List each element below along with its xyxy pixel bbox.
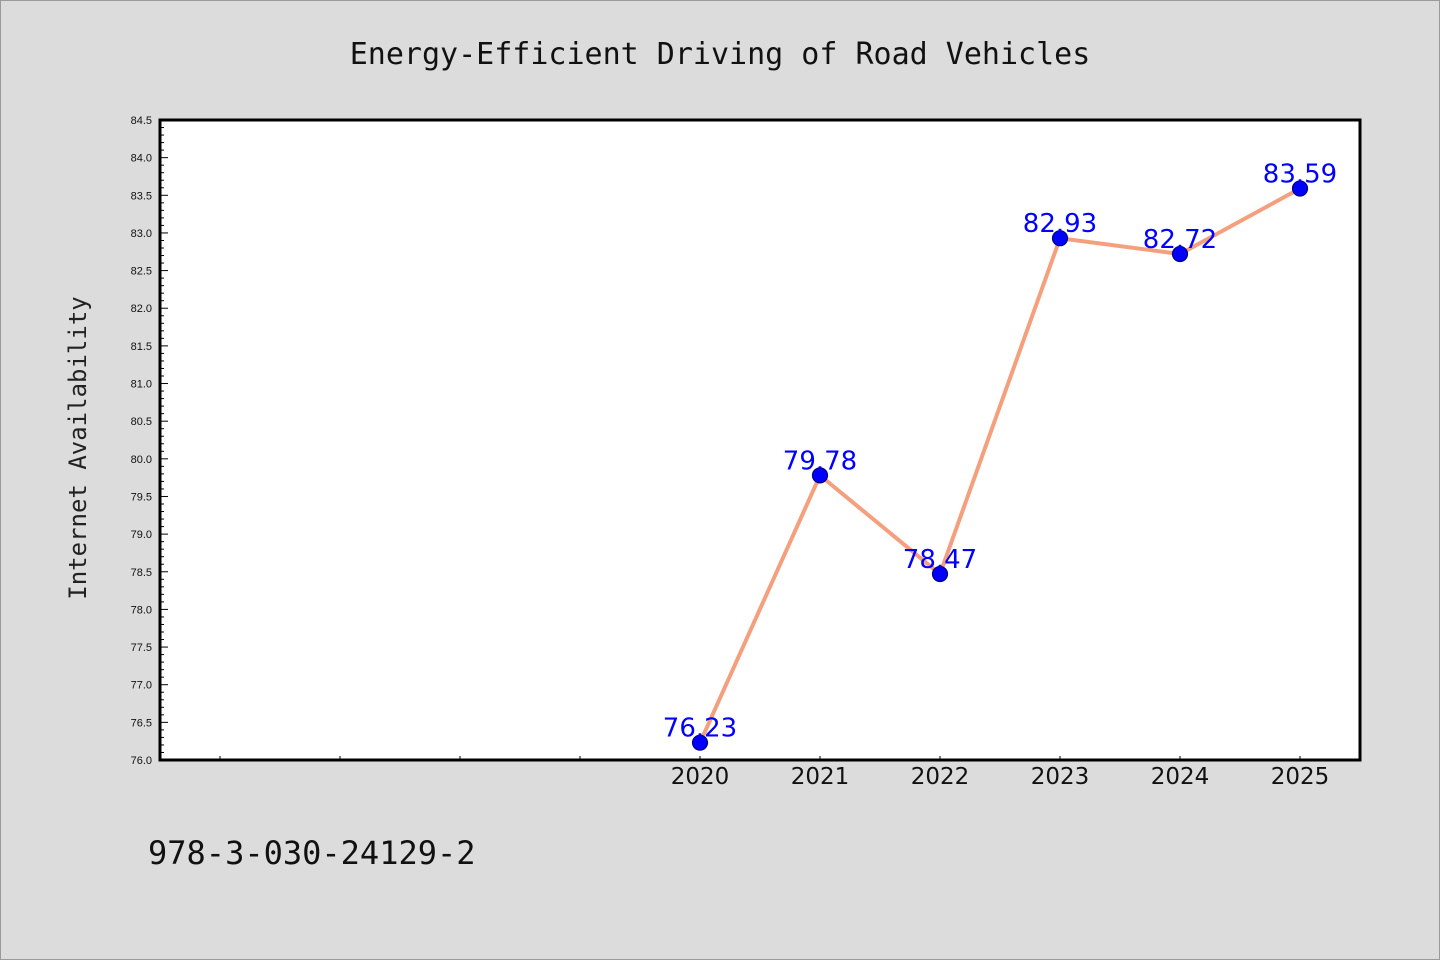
data-point bbox=[1171, 245, 1189, 263]
plot-area bbox=[158, 118, 1362, 762]
data-label: 78.47 bbox=[903, 545, 977, 575]
data-point bbox=[691, 734, 709, 751]
y-tick-label: 76.5 bbox=[131, 717, 152, 729]
series-line bbox=[698, 186, 1302, 745]
y-tick-label: 84.0 bbox=[131, 153, 152, 165]
y-tick-label: 82.0 bbox=[131, 303, 152, 315]
y-tick-label: 76.0 bbox=[131, 755, 152, 767]
x-tick-label: 2023 bbox=[1031, 764, 1090, 790]
series-group: 76.23 79.78 78.47 82.93 82.72 83.59 bbox=[663, 160, 1337, 751]
y-tick-label: 78.0 bbox=[131, 604, 152, 616]
y-axis-ticks: 76.0 76.5 77.0 77.5 78.0 78.5 79.0 79.5 80.0 80.5… bbox=[131, 115, 168, 767]
x-tick-label: 2025 bbox=[1271, 764, 1330, 790]
data-point bbox=[1051, 230, 1069, 247]
data-point bbox=[1291, 180, 1309, 197]
y-tick-label: 81.5 bbox=[131, 341, 152, 353]
data-label: 82.93 bbox=[1023, 209, 1097, 239]
x-tick-label: 2020 bbox=[671, 764, 730, 790]
y-tick-label: 82.5 bbox=[131, 266, 152, 278]
x-tick-label: 2021 bbox=[791, 764, 850, 790]
y-tick-label: 84.5 bbox=[131, 115, 152, 127]
x-tick-label: 2024 bbox=[1151, 764, 1210, 790]
data-label: 82.72 bbox=[1143, 225, 1217, 255]
data-label: 76.23 bbox=[663, 714, 737, 744]
data-label: 79.78 bbox=[783, 446, 857, 476]
y-tick-label: 79.0 bbox=[131, 529, 152, 541]
y-tick-label: 77.5 bbox=[131, 642, 152, 654]
data-label: 83.59 bbox=[1263, 160, 1337, 190]
x-axis-ticks: 2020 2021 2022 2023 2024 2025 bbox=[219, 756, 1330, 790]
chart-title: Energy-Efficient Driving of Road Vehicle… bbox=[350, 37, 1091, 72]
y-tick-label: 81.0 bbox=[131, 379, 152, 391]
y-tick-label: 77.0 bbox=[131, 680, 152, 692]
y-tick-label: 79.5 bbox=[131, 491, 152, 503]
y-tick-label: 80.0 bbox=[131, 454, 152, 466]
footer-isbn: 978-3-030-24129-2 bbox=[148, 834, 476, 872]
x-tick-label: 2022 bbox=[911, 764, 970, 790]
y-tick-label: 83.0 bbox=[131, 228, 152, 240]
data-point bbox=[811, 467, 829, 484]
y-tick-label: 80.5 bbox=[131, 416, 152, 428]
y-axis-label: Internet Availability bbox=[64, 296, 92, 599]
data-point bbox=[931, 565, 949, 583]
y-tick-label: 83.5 bbox=[131, 190, 152, 202]
y-tick-label: 78.5 bbox=[131, 567, 152, 579]
